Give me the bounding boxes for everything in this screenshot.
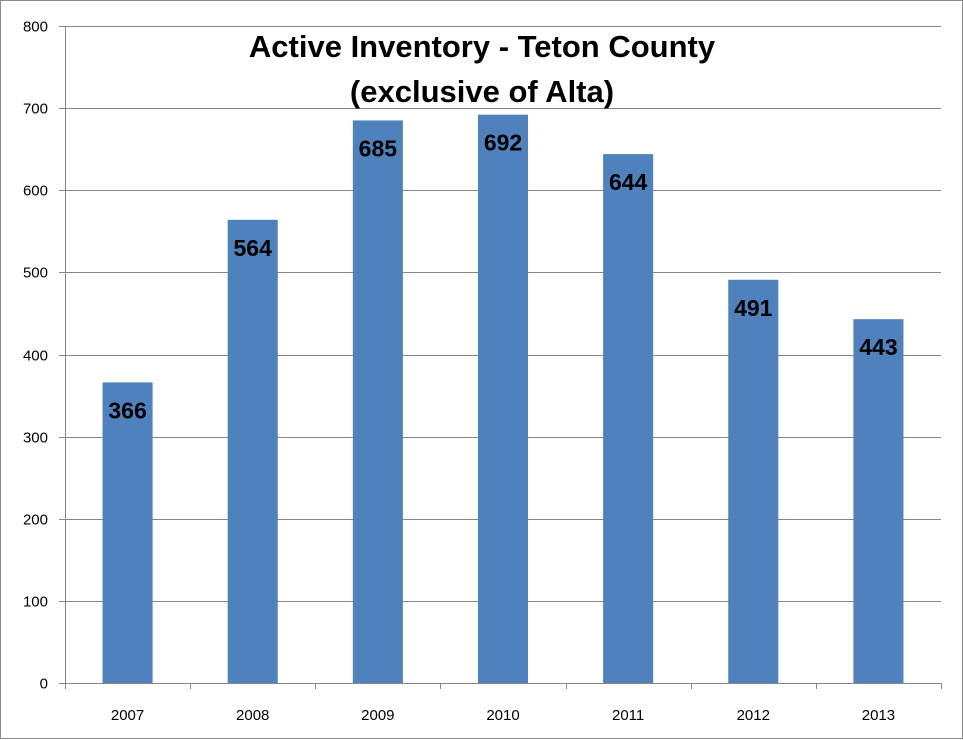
x-tick-label: 2008 <box>236 707 269 724</box>
x-tick-label: 2009 <box>361 707 394 724</box>
bar-2008 <box>227 219 278 683</box>
y-tick-label: 500 <box>23 265 48 282</box>
data-label-2013: 443 <box>859 334 897 360</box>
bar-2011 <box>603 154 654 684</box>
bar-2010 <box>477 114 529 683</box>
data-label-2012: 491 <box>734 295 773 321</box>
y-tick-label: 100 <box>23 594 48 611</box>
y-tick-label: 700 <box>23 101 48 118</box>
data-label-2008: 564 <box>234 235 273 261</box>
x-tick-label: 2007 <box>111 707 144 724</box>
bar-2012 <box>728 279 779 683</box>
x-tick-label: 2010 <box>486 707 519 724</box>
x-tick-label: 2013 <box>862 707 895 724</box>
bar-2009 <box>352 120 403 684</box>
data-label-2010: 692 <box>484 130 522 156</box>
y-tick-label: 800 <box>23 19 48 36</box>
bar-2007 <box>102 382 153 683</box>
y-tick-label: 200 <box>23 512 48 529</box>
y-tick-label: 600 <box>23 183 48 200</box>
bar-2013 <box>853 319 904 683</box>
x-tick-label: 2011 <box>612 707 644 724</box>
bars <box>102 114 904 684</box>
data-labels: 366 564 685 692 644 491 443 <box>108 130 897 424</box>
x-tick-label: 2012 <box>737 707 770 724</box>
y-tick-label: 400 <box>23 348 48 365</box>
y-tick-label: 0 <box>40 676 48 693</box>
data-label-2007: 366 <box>108 397 146 423</box>
chart-title: Active Inventory - Teton County <box>249 29 716 64</box>
axes: 0 100 200 300 400 500 600 700 800 2007 2008 2009 201… <box>23 19 942 724</box>
chart-subtitle: (exclusive of Alta) <box>350 74 614 109</box>
data-label-2011: 644 <box>609 169 648 195</box>
data-label-2009: 685 <box>359 135 398 161</box>
y-tick-label: 300 <box>23 430 48 447</box>
